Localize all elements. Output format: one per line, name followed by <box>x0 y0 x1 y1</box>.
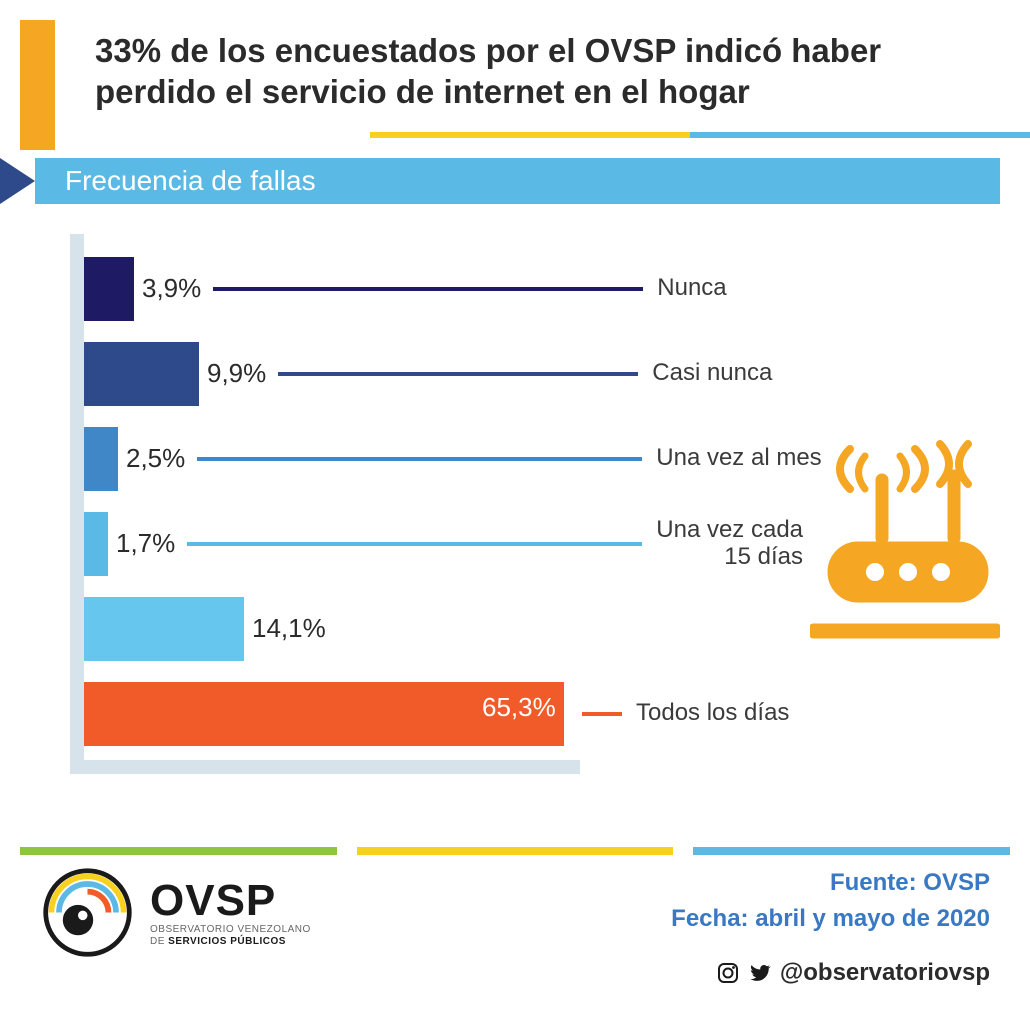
bar-percentage: 14,1% <box>252 613 326 644</box>
bar <box>84 597 244 661</box>
ovsp-logo: OVSP OBSERVATORIO VENEZOLANO DE SERVICIO… <box>40 865 311 960</box>
router-icon <box>810 434 1000 644</box>
footer-meta: Fuente: OVSP Fecha: abril y mayo de 2020… <box>671 865 990 991</box>
footer-line-yellow <box>357 847 674 855</box>
ovsp-logo-icon <box>40 865 135 960</box>
bar-percentage: 9,9% <box>207 358 266 389</box>
leader-line <box>187 542 642 546</box>
twitter-icon <box>748 961 772 985</box>
underline-yellow <box>370 132 690 138</box>
social-handle: @observatoriovsp <box>671 955 990 991</box>
footer: OVSP OBSERVATORIO VENEZOLANO DE SERVICIO… <box>40 865 990 1005</box>
bar-label: Una vez cada15 días <box>656 517 803 570</box>
page-title: 33% de los encuestados por el OVSP indic… <box>95 30 960 113</box>
source-label: Fuente: OVSP <box>671 865 990 901</box>
bar-percentage: 3,9% <box>142 273 201 304</box>
header: 33% de los encuestados por el OVSP indic… <box>0 0 1030 133</box>
subtitle-bar: Frecuencia de fallas <box>30 158 1000 204</box>
bar <box>84 257 134 321</box>
header-underlines <box>370 132 1030 138</box>
bar-label: Casi nunca <box>652 360 772 386</box>
chart-row: 65,3% Todos los días <box>84 674 1000 754</box>
bar-label: Una vez al mes <box>656 445 821 471</box>
logo-main-text: OVSP <box>150 879 311 923</box>
bar-percentage: 65,3% <box>482 692 556 723</box>
instagram-icon <box>716 961 740 985</box>
chart-row: 9,9% Casi nunca <box>84 334 1000 414</box>
footer-divider-lines <box>20 847 1010 855</box>
underline-blue <box>690 132 1030 138</box>
logo-sub-line2: DE SERVICIOS PÚBLICOS <box>150 937 311 947</box>
leader-line <box>582 712 622 716</box>
x-axis <box>70 760 580 774</box>
bar <box>84 427 118 491</box>
leader-line <box>278 372 638 376</box>
y-axis <box>70 234 84 774</box>
handle-text: @observatoriovsp <box>780 955 990 991</box>
subtitle-arrow-icon <box>0 158 35 204</box>
logo-sub-line1: OBSERVATORIO VENEZOLANO <box>150 925 311 935</box>
leader-line <box>197 457 642 461</box>
footer-line-blue <box>693 847 1010 855</box>
leader-line <box>213 287 643 291</box>
bar-label: Nunca <box>657 275 726 301</box>
bar-label: Todos los días <box>636 700 789 726</box>
date-label: Fecha: abril y mayo de 2020 <box>671 901 990 937</box>
bar <box>84 342 199 406</box>
bar-percentage: 1,7% <box>116 528 175 559</box>
header-accent-bar <box>20 20 55 150</box>
bar-chart: 3,9% Nunca 9,9% Casi nunca 2,5% Una vez al me… <box>70 234 1000 774</box>
chart-row: 3,9% Nunca <box>84 249 1000 329</box>
bar <box>84 512 108 576</box>
footer-line-green <box>20 847 337 855</box>
subtitle-text: Frecuencia de fallas <box>35 158 1000 204</box>
ovsp-logo-text: OVSP OBSERVATORIO VENEZOLANO DE SERVICIO… <box>150 879 311 947</box>
bar-percentage: 2,5% <box>126 443 185 474</box>
